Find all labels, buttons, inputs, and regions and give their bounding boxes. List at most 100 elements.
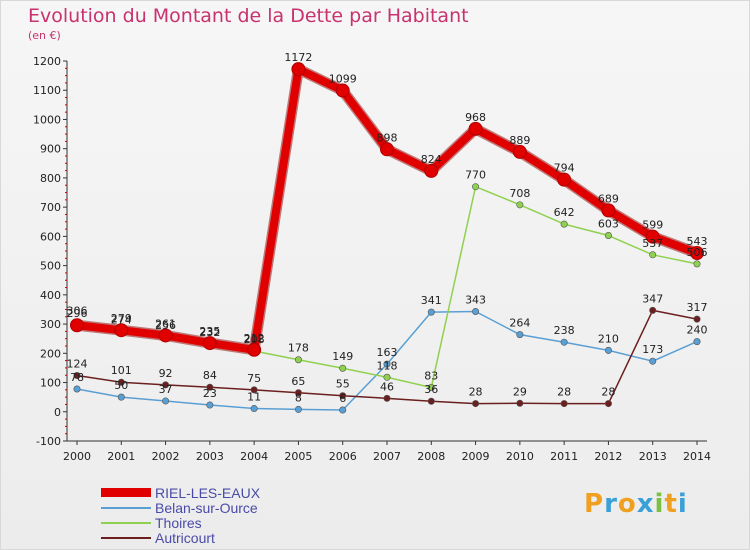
x-tick-label: 2009 <box>462 450 490 463</box>
data-label: 306 <box>67 304 88 317</box>
data-point <box>560 220 568 228</box>
y-tick-label: 100 <box>40 377 61 390</box>
data-label: 212 <box>244 332 265 345</box>
data-label: 46 <box>380 380 394 393</box>
data-label: 343 <box>465 294 486 307</box>
y-tick-label: 1000 <box>33 113 61 126</box>
data-point <box>206 401 214 409</box>
x-tick-label: 2002 <box>152 450 180 463</box>
data-point <box>649 357 657 365</box>
data-point <box>472 183 480 191</box>
data-point <box>117 378 125 386</box>
data-label: 1172 <box>284 51 312 64</box>
x-tick-label: 2006 <box>329 450 357 463</box>
data-point <box>427 308 435 316</box>
data-label: 8 <box>295 391 302 404</box>
x-tick-label: 2005 <box>284 450 312 463</box>
data-point <box>649 251 657 259</box>
data-point <box>512 144 527 159</box>
data-point <box>560 338 568 346</box>
logo-letter: P <box>584 489 605 519</box>
data-point <box>294 405 302 413</box>
legend-swatch <box>101 488 151 497</box>
data-point <box>468 121 483 136</box>
data-point <box>649 306 657 314</box>
data-label: 256 <box>155 319 176 332</box>
data-point <box>604 232 612 240</box>
data-point <box>247 342 262 357</box>
data-label: 36 <box>424 383 438 396</box>
data-point <box>560 400 568 408</box>
x-tick-label: 2013 <box>639 450 667 463</box>
data-label: 28 <box>601 386 615 399</box>
data-point <box>516 399 524 407</box>
data-point <box>158 328 173 343</box>
data-label: 770 <box>465 169 486 182</box>
data-point <box>291 62 306 77</box>
data-label: 84 <box>203 369 217 382</box>
data-point <box>472 400 480 408</box>
data-point <box>693 338 701 346</box>
data-label: 296 <box>67 307 88 320</box>
y-tick-label: -100 <box>36 435 61 448</box>
logo-letter: t <box>664 489 678 519</box>
proxiti-logo: Proxiti <box>584 489 688 519</box>
data-label: 537 <box>642 237 663 250</box>
data-point <box>601 203 616 218</box>
x-tick-label: 2003 <box>196 450 224 463</box>
data-label: 968 <box>465 111 486 124</box>
data-label: 55 <box>336 378 350 391</box>
data-label: 599 <box>642 219 663 232</box>
data-point <box>427 384 435 392</box>
legend-swatch <box>101 506 151 509</box>
x-tick-label: 2011 <box>550 450 578 463</box>
data-point <box>70 318 84 333</box>
legend-swatch <box>101 521 151 524</box>
legend-label: Belan-sur-Ource <box>155 499 258 516</box>
y-tick-label: 300 <box>40 318 61 331</box>
data-label: 75 <box>247 372 261 385</box>
x-tick-label: 2001 <box>107 450 135 463</box>
data-point <box>117 393 125 401</box>
data-label: 824 <box>421 153 442 166</box>
y-tick-label: 1100 <box>33 84 61 97</box>
data-label: 347 <box>642 292 663 305</box>
data-label: 28 <box>469 386 483 399</box>
data-point <box>250 386 258 394</box>
data-point <box>335 83 350 98</box>
y-tick-label: 1200 <box>33 55 61 68</box>
data-label: 83 <box>424 370 438 383</box>
data-point <box>202 336 217 351</box>
data-label: 163 <box>377 346 398 359</box>
data-label: 264 <box>509 317 530 330</box>
logo-letter: i <box>654 489 665 519</box>
x-tick-label: 2007 <box>373 450 401 463</box>
data-point <box>604 400 612 408</box>
data-point <box>604 346 612 354</box>
data-label: 50 <box>114 379 128 392</box>
logo-letter: o <box>617 489 637 519</box>
data-label: 642 <box>554 206 575 219</box>
y-tick-label: 0 <box>54 406 61 419</box>
data-label: 543 <box>687 235 708 248</box>
data-point <box>162 397 170 405</box>
y-tick-label: 900 <box>40 143 61 156</box>
x-tick-label: 2004 <box>240 450 268 463</box>
legend-item: Thoires <box>101 515 260 531</box>
y-tick-label: 600 <box>40 230 61 243</box>
data-point <box>162 381 170 389</box>
logo-letter: r <box>604 489 618 519</box>
data-point <box>380 142 394 157</box>
data-label: 1099 <box>329 73 357 86</box>
data-point <box>693 315 701 323</box>
data-label: 274 <box>111 314 132 327</box>
data-point <box>472 308 480 316</box>
data-label: 178 <box>288 342 309 355</box>
data-label: 603 <box>598 218 619 231</box>
data-point <box>250 405 258 413</box>
y-tick-label: 700 <box>40 201 61 214</box>
data-label: 149 <box>332 350 353 363</box>
legend-item: Autricourt <box>101 530 260 546</box>
data-label: 210 <box>598 332 619 345</box>
data-point <box>114 323 129 338</box>
